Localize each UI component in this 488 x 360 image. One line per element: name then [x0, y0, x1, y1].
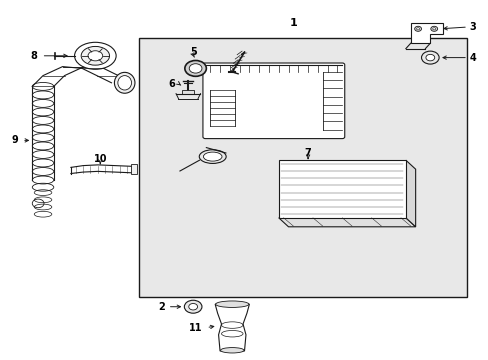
Ellipse shape	[114, 72, 135, 93]
Ellipse shape	[88, 51, 102, 61]
Text: 5: 5	[189, 47, 196, 57]
Polygon shape	[405, 160, 415, 227]
Text: 8: 8	[31, 51, 38, 61]
Circle shape	[189, 64, 202, 73]
Circle shape	[416, 28, 419, 30]
Text: 2: 2	[158, 302, 165, 312]
Text: 1: 1	[289, 18, 297, 28]
Bar	[131, 164, 137, 174]
Text: 10: 10	[93, 154, 107, 164]
FancyBboxPatch shape	[203, 63, 344, 139]
Text: 6: 6	[168, 78, 175, 89]
Polygon shape	[278, 218, 415, 227]
Ellipse shape	[74, 42, 116, 69]
Ellipse shape	[203, 152, 222, 161]
Bar	[278, 160, 405, 218]
Text: 7: 7	[304, 148, 311, 158]
Polygon shape	[215, 304, 249, 351]
Ellipse shape	[199, 150, 225, 163]
Text: 9: 9	[12, 135, 19, 145]
Circle shape	[421, 51, 438, 64]
Bar	[182, 90, 194, 94]
Circle shape	[430, 26, 437, 31]
Circle shape	[432, 28, 435, 30]
Ellipse shape	[215, 301, 248, 307]
Bar	[139, 38, 466, 297]
Ellipse shape	[81, 46, 109, 65]
Circle shape	[184, 60, 206, 76]
Circle shape	[184, 300, 202, 313]
Text: 4: 4	[468, 53, 475, 63]
Circle shape	[32, 199, 44, 208]
Text: 3: 3	[468, 22, 475, 32]
Circle shape	[414, 26, 421, 31]
Circle shape	[425, 54, 434, 61]
Ellipse shape	[220, 348, 244, 353]
Text: 11: 11	[189, 323, 203, 333]
Ellipse shape	[118, 76, 131, 90]
Circle shape	[188, 303, 197, 310]
Polygon shape	[410, 23, 442, 43]
